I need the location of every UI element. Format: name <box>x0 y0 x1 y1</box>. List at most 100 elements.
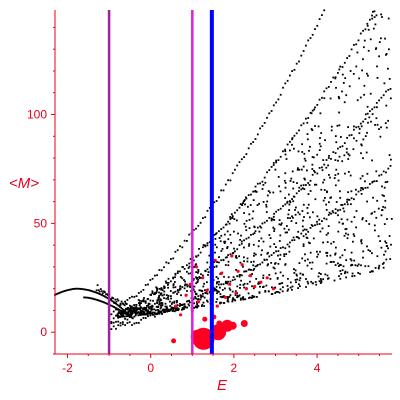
data-point <box>170 280 172 283</box>
data-point <box>294 209 296 211</box>
data-point <box>259 285 261 288</box>
data-point <box>252 190 255 193</box>
data-point <box>303 216 305 218</box>
highlight-point <box>271 287 275 291</box>
data-point <box>71 288 74 290</box>
data-point <box>306 212 309 214</box>
data-point <box>254 138 257 140</box>
data-point <box>284 197 287 199</box>
data-point <box>255 191 258 193</box>
data-point <box>362 256 364 259</box>
data-point <box>382 94 385 97</box>
data-point <box>195 227 197 230</box>
data-point <box>148 303 151 305</box>
data-point <box>291 143 293 146</box>
data-point <box>158 303 160 306</box>
data-point <box>318 223 321 225</box>
data-point <box>337 262 339 265</box>
data-point <box>60 291 63 294</box>
data-point <box>385 258 388 261</box>
data-point <box>286 289 289 292</box>
data-point <box>177 308 180 310</box>
data-point <box>243 156 245 158</box>
data-point <box>188 299 191 302</box>
data-point <box>193 285 196 288</box>
data-point <box>298 129 300 132</box>
data-point <box>235 255 237 257</box>
data-point <box>208 207 211 209</box>
data-point <box>241 204 244 206</box>
highlight-point <box>236 269 240 273</box>
data-point <box>298 186 301 189</box>
data-point <box>231 300 234 303</box>
data-point <box>359 96 362 99</box>
data-point <box>192 259 195 262</box>
data-point <box>317 253 320 256</box>
data-point <box>227 280 229 283</box>
data-point <box>160 306 163 309</box>
data-point <box>256 182 259 185</box>
data-point <box>199 251 202 254</box>
data-point <box>133 309 136 311</box>
data-point <box>260 253 263 256</box>
data-point <box>127 314 129 316</box>
data-point <box>227 264 230 267</box>
data-point <box>183 287 186 290</box>
data-point <box>368 223 371 225</box>
data-point <box>156 302 158 304</box>
data-point <box>352 73 355 75</box>
data-point <box>362 157 364 160</box>
data-point <box>238 206 241 209</box>
data-point <box>166 310 169 313</box>
data-point <box>319 230 322 233</box>
data-point <box>384 250 387 253</box>
data-point <box>250 142 252 145</box>
data-point <box>161 309 164 312</box>
data-point <box>243 270 245 273</box>
data-point <box>319 250 321 253</box>
data-point <box>165 294 168 296</box>
data-point <box>227 297 229 300</box>
data-point <box>309 179 312 182</box>
data-point <box>362 120 364 123</box>
data-point <box>327 86 330 88</box>
data-point <box>170 303 173 305</box>
data-point <box>338 265 340 267</box>
data-point <box>149 279 152 281</box>
data-point <box>136 312 138 315</box>
data-point <box>252 141 255 143</box>
data-point <box>284 231 287 234</box>
data-point <box>59 291 61 294</box>
data-point <box>364 180 366 183</box>
data-point <box>169 300 171 303</box>
data-point <box>250 261 253 263</box>
highlight-point <box>219 271 223 275</box>
data-point <box>279 155 282 158</box>
data-point <box>127 312 130 315</box>
data-point <box>180 294 182 297</box>
data-point <box>221 289 224 291</box>
data-point <box>146 314 149 316</box>
data-point <box>311 163 314 166</box>
data-point <box>250 193 252 196</box>
data-point <box>338 124 341 127</box>
data-point <box>322 159 325 161</box>
data-point <box>66 289 69 292</box>
data-point <box>171 301 174 304</box>
data-point <box>140 290 142 293</box>
data-point <box>170 306 173 309</box>
data-point <box>234 290 237 293</box>
data-point <box>361 218 364 221</box>
data-point <box>287 217 289 219</box>
data-point <box>231 216 234 219</box>
data-point <box>153 293 155 296</box>
data-point <box>314 198 317 201</box>
data-point <box>364 113 367 116</box>
data-point <box>291 215 293 218</box>
data-point <box>155 305 158 308</box>
data-point <box>318 167 321 169</box>
data-point <box>293 69 296 71</box>
data-point <box>129 307 132 310</box>
data-point <box>266 252 269 255</box>
data-point <box>202 244 205 246</box>
